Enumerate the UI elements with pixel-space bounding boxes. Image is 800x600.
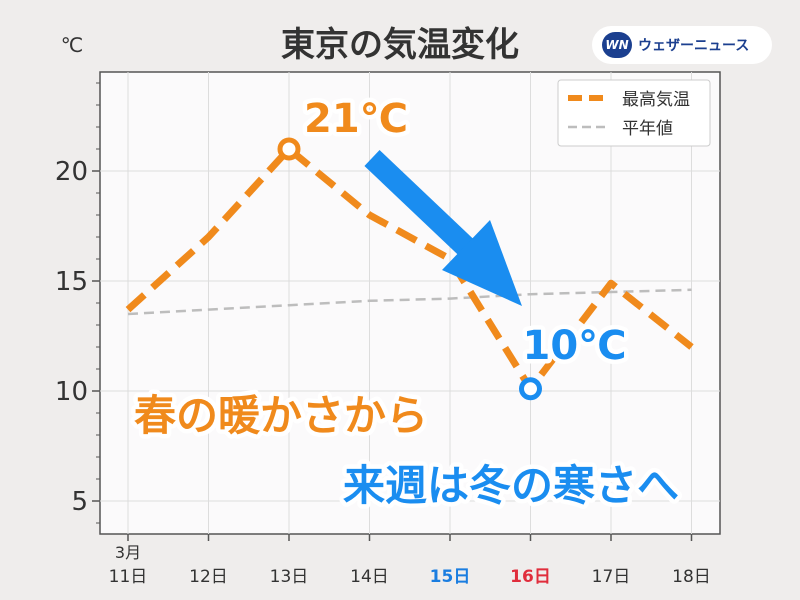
- caption-warm: 春の暖かさから: [134, 391, 428, 440]
- min-temp-point: [519, 377, 542, 401]
- logo-mark: WN: [602, 32, 632, 58]
- x-tick-label: 13日: [270, 567, 309, 587]
- y-tick-label: 20: [55, 157, 88, 187]
- legend-label-max-temp: 最高気温: [622, 90, 690, 110]
- y-tick-label: 5: [71, 487, 88, 517]
- plot-area: [99, 71, 721, 535]
- weathernews-logo: WN ウェザーニュース: [592, 26, 772, 64]
- y-axis-unit: ℃: [61, 33, 83, 57]
- y-axis-ticks: 5 10 15 20: [55, 82, 100, 524]
- series-line-max-temp: [125, 145, 694, 393]
- x-tick-label: 14日: [350, 567, 389, 587]
- x-tick-label: 15日: [430, 567, 471, 587]
- down-arrow-icon: [364, 150, 522, 306]
- y-tick-label: 15: [55, 267, 88, 297]
- x-tick-label: 11日: [109, 567, 148, 587]
- max-temp-label: 21℃: [304, 96, 408, 142]
- x-tick-label: 12日: [189, 567, 228, 587]
- min-temp-label: 10℃: [523, 323, 627, 369]
- series-layer: [125, 137, 694, 401]
- grid-lines: [100, 72, 720, 534]
- x-tick-label: 16日: [510, 567, 551, 587]
- x-axis-ticks: 11日 12日 13日 14日 15日 16日 17日 18日 3月: [109, 534, 711, 587]
- x-month-label: 3月: [115, 543, 141, 562]
- max-temp-point: [277, 137, 301, 161]
- legend-label-normal: 平年値: [622, 119, 673, 139]
- y-tick-label: 10: [55, 377, 88, 407]
- caption-cold: 来週は冬の寒さへ: [343, 461, 679, 510]
- x-tick-label: 17日: [592, 567, 631, 587]
- logo-text: ウェザーニュース: [638, 38, 750, 54]
- chart-title: 東京の気温変化: [281, 25, 519, 65]
- series-line-normal: [127, 288, 692, 316]
- x-tick-label: 18日: [672, 567, 711, 587]
